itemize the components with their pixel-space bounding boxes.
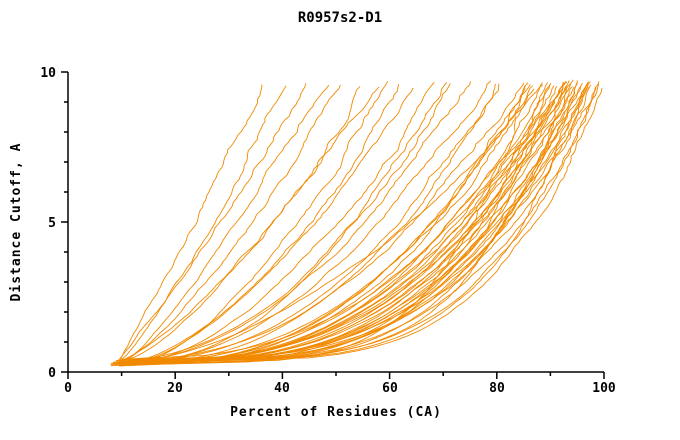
x-tick-label: 20: [167, 381, 183, 396]
x-tick-label: 60: [382, 381, 398, 396]
curve-line: [118, 84, 544, 363]
ticks-layer: [61, 71, 605, 379]
curve-line: [124, 85, 558, 364]
x-tick-label: 0: [64, 381, 72, 396]
curve-line: [126, 83, 564, 365]
curve-line: [129, 83, 496, 362]
curve-line: [113, 83, 307, 365]
curve-line: [116, 85, 526, 364]
y-tick-labels: 0 5 10: [40, 66, 56, 381]
curve-line: [124, 86, 361, 361]
curve-line: [123, 83, 531, 366]
curve-line: [127, 84, 572, 366]
curve-line: [115, 83, 500, 365]
x-tick-labels: 0 20 40 60 80 100: [64, 381, 616, 396]
curve-line: [126, 87, 603, 362]
curve-line: [119, 83, 599, 362]
curve-line: [116, 84, 400, 366]
x-tick-label: 40: [274, 381, 290, 396]
curve-line: [132, 84, 551, 363]
x-tick-label: 80: [489, 381, 505, 396]
curve-line: [121, 85, 555, 360]
curve-line: [116, 86, 582, 364]
curve-line: [121, 82, 448, 364]
chart-title: R0957s2-D1: [298, 10, 382, 26]
curve-line: [122, 85, 564, 364]
curve-line: [113, 81, 591, 363]
curve-line: [121, 85, 587, 361]
y-axis-title: Distance Cutoff, A: [9, 143, 24, 302]
curve-line: [127, 82, 583, 361]
curve-line: [121, 81, 471, 363]
curve-line: [113, 80, 492, 366]
curve-line: [126, 84, 330, 360]
curve-line: [121, 85, 287, 360]
curve-line: [118, 84, 341, 363]
curve-line: [124, 82, 578, 365]
y-tick-label: 10: [40, 66, 56, 81]
curve-line: [110, 84, 592, 366]
curve-line: [129, 82, 590, 361]
curve-line: [121, 87, 414, 366]
x-tick-label: 100: [592, 381, 616, 396]
curve-line: [115, 82, 549, 364]
x-axis-title: Percent of Residues (CA): [230, 405, 442, 420]
curve-line: [121, 85, 567, 360]
curves-layer: [110, 79, 603, 367]
curve-line: [132, 81, 389, 367]
curve-line: [132, 82, 529, 364]
curve-line: [116, 84, 263, 366]
curve-line: [132, 86, 589, 361]
curve-line: [118, 81, 589, 363]
y-tick-label: 0: [48, 366, 56, 381]
curve-line: [110, 86, 380, 365]
y-tick-label: 5: [48, 216, 56, 231]
curve-line: [118, 83, 451, 362]
curve-line: [121, 82, 525, 361]
curve-line: [126, 81, 435, 364]
curve-line: [132, 87, 597, 362]
